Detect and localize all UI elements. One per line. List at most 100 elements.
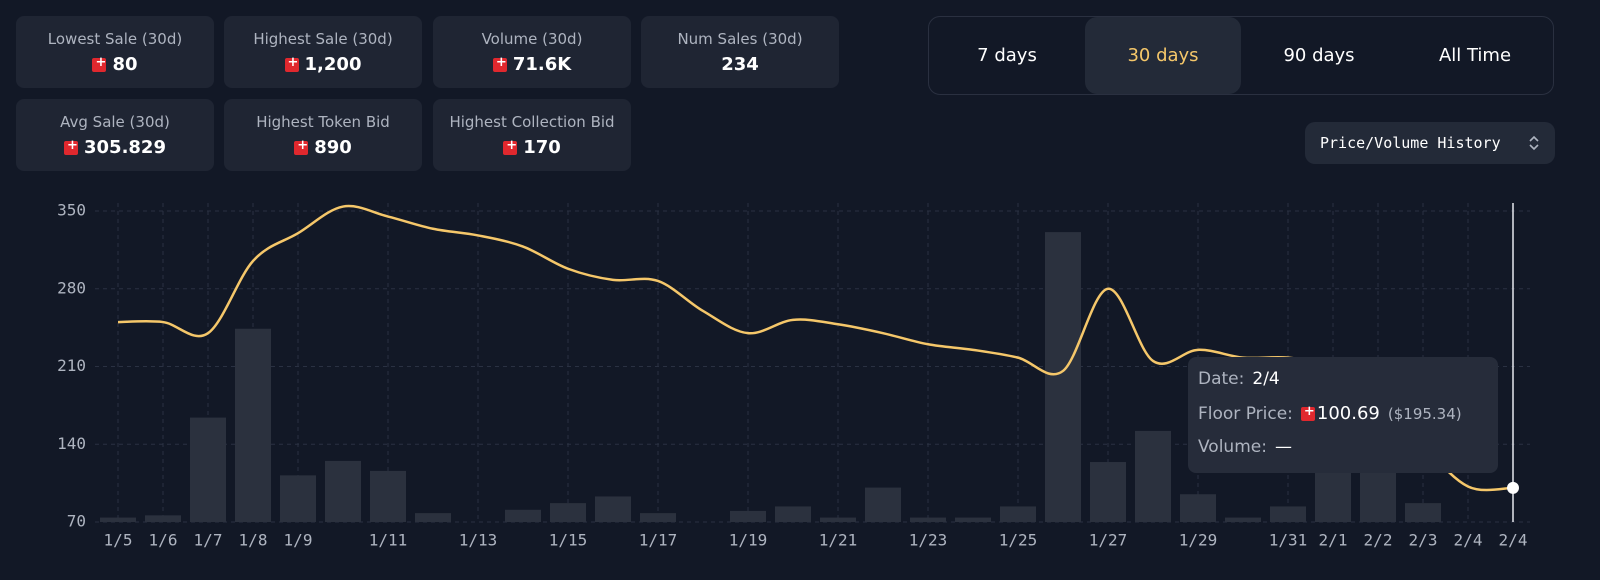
tooltip-label: Date: xyxy=(1198,369,1245,389)
x-tick-label: 1/13 xyxy=(459,531,498,550)
x-tick-label: 1/5 xyxy=(104,531,133,550)
dropdown-label: Price/Volume History xyxy=(1320,134,1501,152)
stat-value: 1,200 xyxy=(224,54,422,75)
x-tick-label: 2/1 xyxy=(1319,531,1348,550)
stat-value: 170 xyxy=(433,137,631,158)
x-tick-label: 1/9 xyxy=(284,531,313,550)
stat-label: Highest Collection Bid xyxy=(449,113,615,131)
volume-bar xyxy=(190,417,226,522)
volume-bar xyxy=(280,475,316,522)
volume-bar xyxy=(1135,430,1171,522)
volume-bar xyxy=(100,517,136,522)
x-tick-label: 2/3 xyxy=(1409,531,1438,550)
x-tick-label: 1/17 xyxy=(639,531,678,550)
stat-card: Volume (30d) 71.6K xyxy=(433,16,631,88)
x-tick-label: 1/15 xyxy=(549,531,588,550)
volume-bar xyxy=(1000,506,1036,522)
token-icon xyxy=(1300,404,1315,421)
stat-value: 80 xyxy=(16,54,214,75)
stat-number: 234 xyxy=(721,54,759,75)
x-tick-label: 1/7 xyxy=(194,531,223,550)
y-tick-label: 280 xyxy=(57,278,86,297)
stat-label: Highest Token Bid xyxy=(256,113,390,131)
chart-dropdown[interactable]: Price/Volume History xyxy=(1305,122,1555,164)
x-tick-label: 1/27 xyxy=(1089,531,1128,550)
stat-label: Num Sales (30d) xyxy=(677,30,803,48)
volume-bar xyxy=(550,503,586,522)
x-tick-label: 1/31 xyxy=(1269,531,1308,550)
x-tick-label: 1/23 xyxy=(909,531,948,550)
stat-number: 305.829 xyxy=(84,137,166,158)
volume-bar xyxy=(1045,232,1081,522)
token-icon xyxy=(284,55,299,72)
token-icon xyxy=(503,138,518,155)
stat-value: 71.6K xyxy=(433,54,631,75)
volume-bar xyxy=(955,517,991,522)
dropdown-arrows xyxy=(1529,135,1539,151)
volume-bar xyxy=(505,509,541,522)
volume-bar xyxy=(1270,506,1306,522)
volume-bar xyxy=(325,460,361,522)
tooltip-label: Volume: xyxy=(1198,437,1267,457)
x-tick-label: 1/6 xyxy=(149,531,178,550)
volume-bar xyxy=(775,506,811,522)
volume-bar xyxy=(910,517,946,522)
stat-card: Avg Sale (30d) 305.829 xyxy=(16,99,214,171)
volume-bar xyxy=(235,328,271,522)
volume-bar xyxy=(1180,494,1216,522)
x-tick-label: 2/4 xyxy=(1499,531,1528,550)
range-button[interactable]: 7 days xyxy=(977,45,1037,66)
x-tick-label: 1/8 xyxy=(239,531,268,550)
x-tick-label: 1/21 xyxy=(819,531,858,550)
volume-bar xyxy=(820,517,856,522)
range-button[interactable]: 90 days xyxy=(1283,45,1355,66)
token-icon xyxy=(294,138,309,155)
x-tick-label: 2/2 xyxy=(1364,531,1393,550)
token-icon xyxy=(64,138,78,155)
range-selector: 7 days 30 days 90 days All Time xyxy=(928,16,1554,95)
stat-label: Highest Sale (30d) xyxy=(253,30,393,48)
y-tick-label: 350 xyxy=(57,201,86,220)
x-tick-label: 1/25 xyxy=(999,531,1038,550)
volume-bar xyxy=(1090,462,1126,522)
tooltip-value: 100.69 xyxy=(1316,403,1380,424)
stat-label: Avg Sale (30d) xyxy=(60,113,170,131)
stat-label: Volume (30d) xyxy=(481,30,583,48)
volume-bar xyxy=(595,496,631,522)
stat-card: Highest Token Bid 890 xyxy=(224,99,422,171)
x-tick-label: 1/19 xyxy=(729,531,768,550)
volume-bar xyxy=(640,513,676,522)
stat-value: 234 xyxy=(641,54,839,75)
stat-value: 305.829 xyxy=(16,137,214,158)
range-button[interactable]: 30 days xyxy=(1085,17,1241,94)
volume-bar xyxy=(1405,503,1441,522)
stat-card: Lowest Sale (30d) 80 xyxy=(16,16,214,88)
stat-number: 71.6K xyxy=(512,54,572,75)
token-icon xyxy=(492,55,507,72)
tooltip-label: Floor Price: xyxy=(1198,403,1293,424)
stat-card: Highest Collection Bid 170 xyxy=(433,99,631,171)
volume-bar xyxy=(370,470,406,522)
volume-bar xyxy=(145,515,181,522)
volume-bar xyxy=(415,513,451,522)
stat-value: 890 xyxy=(224,137,422,158)
stat-card: Highest Sale (30d) 1,200 xyxy=(224,16,422,88)
range-button[interactable]: All Time xyxy=(1438,45,1512,66)
x-tick-label: 1/11 xyxy=(369,531,408,550)
y-tick-label: 70 xyxy=(67,512,86,531)
tooltip-usd: ($195.34) xyxy=(1387,404,1462,423)
hover-dot xyxy=(1507,481,1519,494)
tooltip: Date: 2/4 Floor Price: 100.69 ($195.34) Vol… xyxy=(1188,357,1498,473)
volume-bar xyxy=(1225,517,1261,522)
stat-number: 80 xyxy=(112,54,138,75)
tooltip-value: — xyxy=(1274,437,1292,457)
stat-number: 170 xyxy=(523,137,561,158)
token-icon xyxy=(92,55,107,72)
volume-bar xyxy=(865,487,901,522)
x-tick-label: 1/29 xyxy=(1179,531,1218,550)
stat-number: 890 xyxy=(314,137,352,158)
stat-label: Lowest Sale (30d) xyxy=(47,30,183,48)
volume-bar xyxy=(730,510,766,522)
